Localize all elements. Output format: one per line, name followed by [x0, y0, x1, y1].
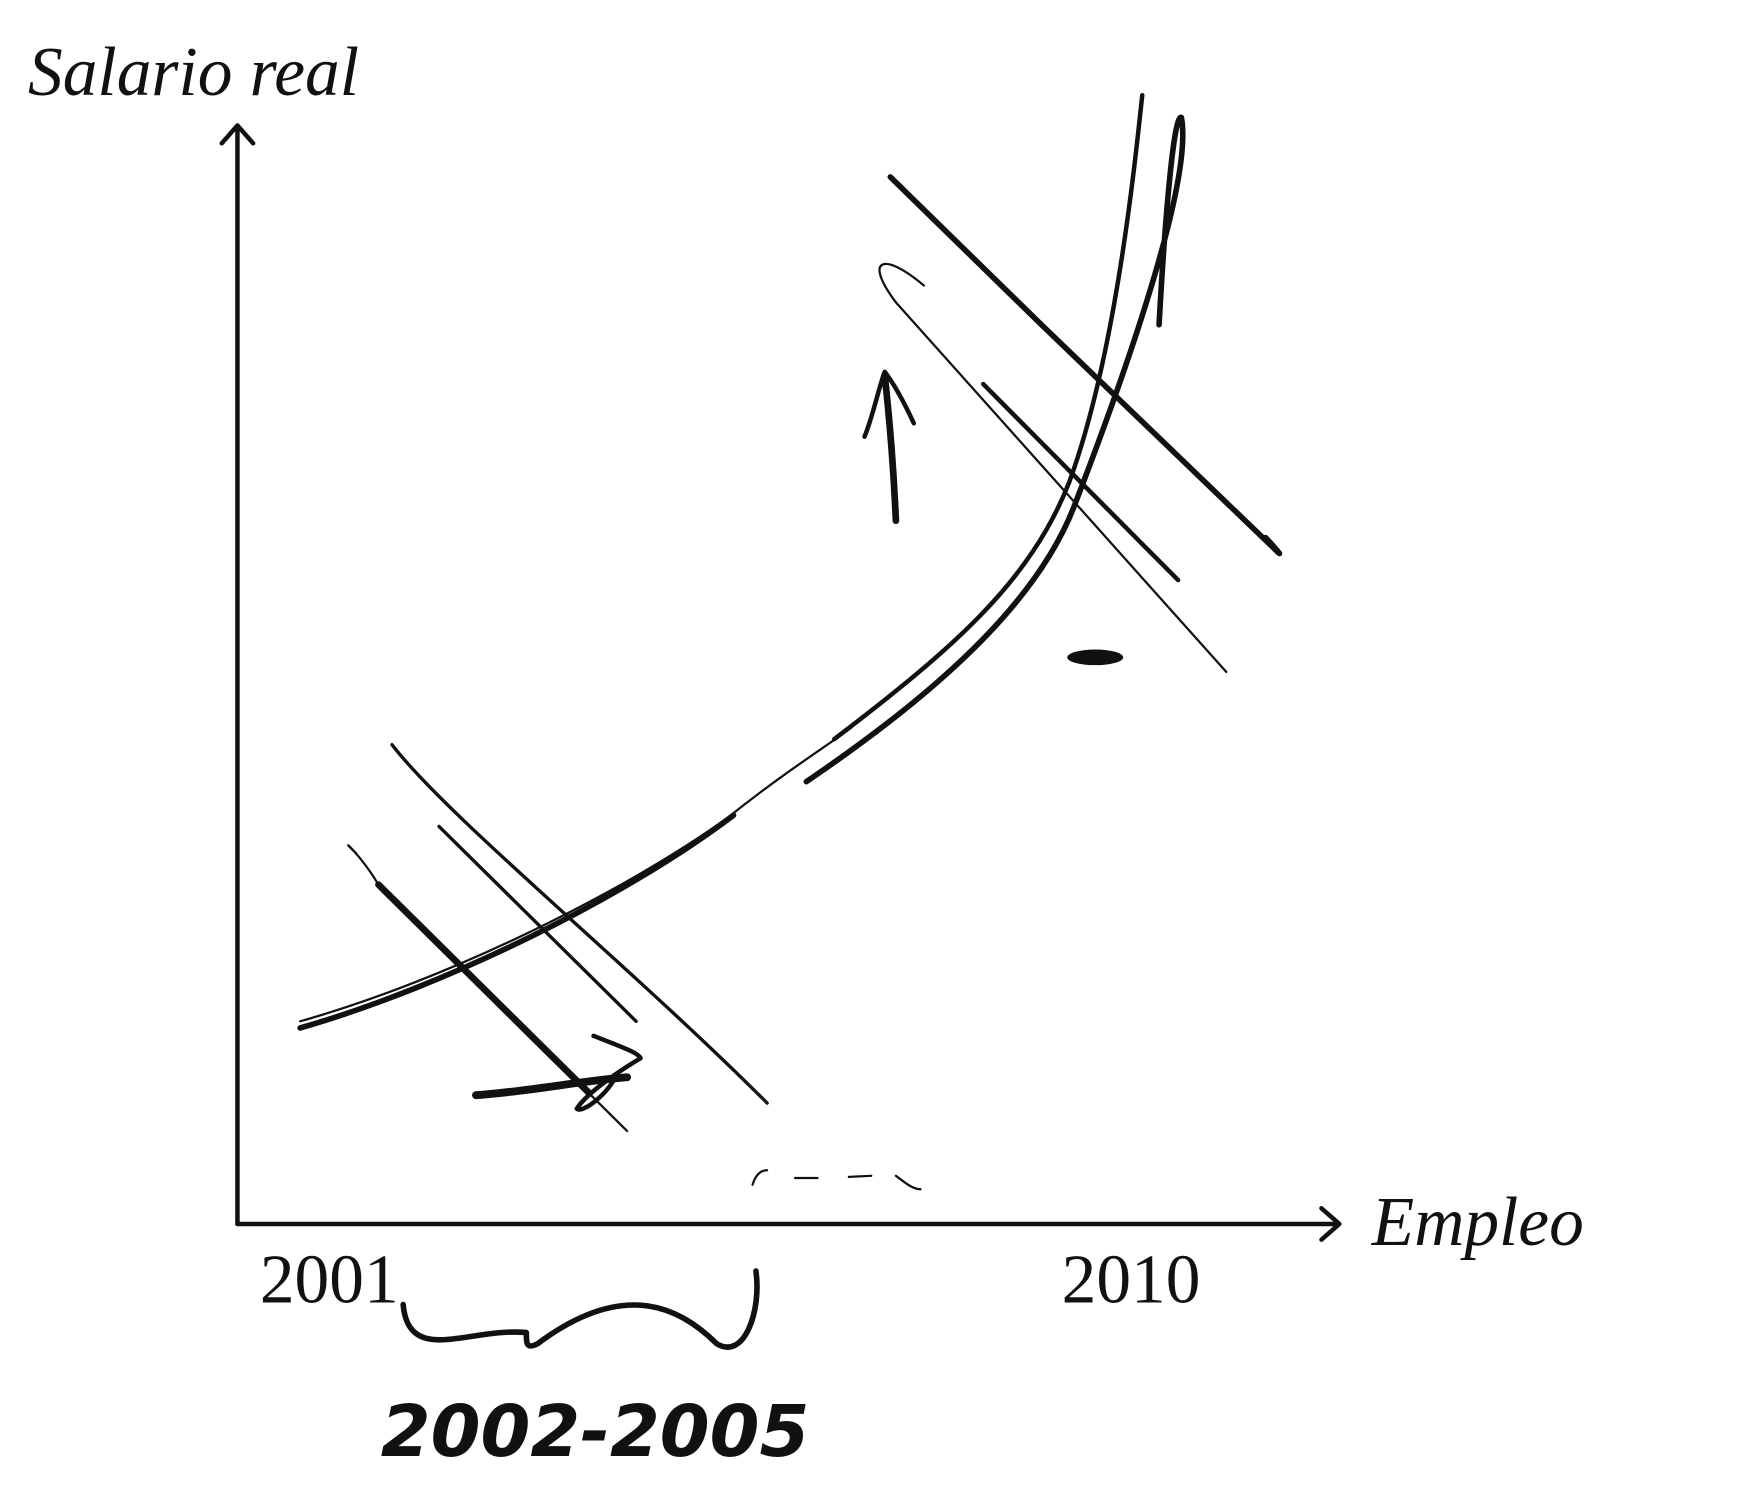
- supply-curve: [299, 726, 853, 1023]
- supply-curve: [803, 114, 1186, 785]
- demand-line: [390, 743, 769, 1105]
- supply-curve: [297, 812, 737, 1031]
- supply-curve: [832, 92, 1145, 742]
- year-label: 2010: [1062, 1241, 1201, 1318]
- ink-blob: [1067, 649, 1124, 666]
- axes: [219, 123, 1342, 1242]
- demand-line: [981, 381, 1181, 583]
- arrow-head: [862, 369, 917, 439]
- shift-arrows: [472, 369, 917, 1112]
- arrow-up: [881, 371, 900, 525]
- supply-curves: [297, 92, 1186, 1031]
- x-axis-arrow: [1319, 1206, 1342, 1242]
- demand-line: [878, 262, 1228, 674]
- demand-line: [437, 824, 638, 1023]
- handwritten-label: 2002-2005: [381, 1389, 810, 1473]
- brace: [400, 1268, 760, 1350]
- demand-line: [887, 174, 1283, 557]
- x-axis-label: Empleo: [1371, 1184, 1584, 1261]
- arrow-head: [574, 1033, 643, 1112]
- dashes: [751, 1169, 922, 1191]
- y-axis-label: Salario real: [28, 34, 359, 111]
- demand-lines: [347, 174, 1283, 1133]
- year-label: 2001: [260, 1241, 399, 1318]
- y-axis-arrow: [219, 123, 256, 146]
- demand-line: [375, 881, 592, 1096]
